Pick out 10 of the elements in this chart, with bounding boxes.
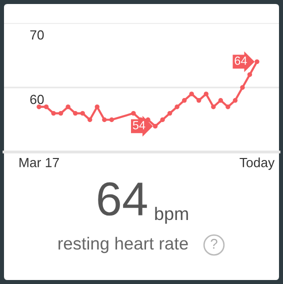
x-tick-label: Today bbox=[240, 158, 275, 170]
text: 64 bbox=[98, 182, 147, 216]
data-label: 64 bbox=[234, 56, 247, 65]
text: bpm bbox=[155, 206, 188, 224]
x-tick-label: Mar 17 bbox=[20, 158, 59, 168]
data-label: 54 bbox=[132, 121, 146, 130]
text: ? bbox=[210, 238, 218, 249]
y-tick-label: 60 bbox=[30, 94, 44, 104]
text: resting heart rate bbox=[58, 236, 188, 254]
y-tick-label: 70 bbox=[30, 30, 44, 40]
